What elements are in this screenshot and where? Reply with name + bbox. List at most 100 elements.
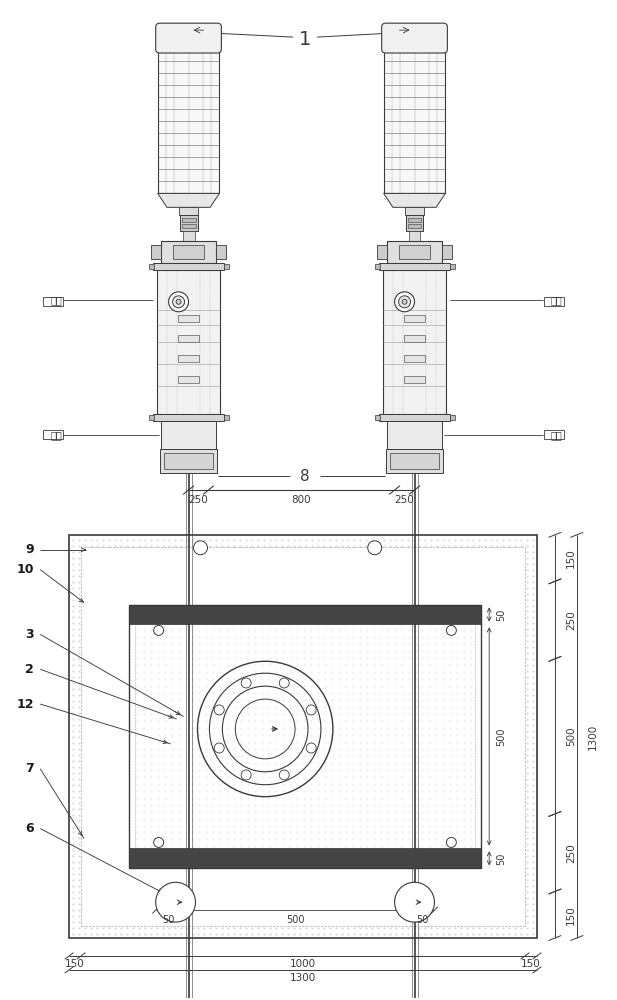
Bar <box>81 547 525 926</box>
Bar <box>129 848 481 868</box>
Bar <box>158 49 220 193</box>
Circle shape <box>446 625 457 635</box>
Text: 出口: 出口 <box>50 295 62 305</box>
Bar <box>405 215 423 231</box>
Circle shape <box>155 882 196 922</box>
Circle shape <box>241 678 251 688</box>
Circle shape <box>395 292 415 312</box>
Bar <box>178 355 199 362</box>
Circle shape <box>214 705 224 715</box>
Bar <box>383 270 446 414</box>
Bar <box>442 245 452 259</box>
Bar <box>375 415 379 420</box>
Bar <box>164 453 213 469</box>
Bar <box>375 264 379 269</box>
Bar <box>408 218 421 222</box>
Bar <box>43 430 63 439</box>
Bar <box>157 270 220 414</box>
Text: 150: 150 <box>521 959 541 969</box>
Circle shape <box>154 625 164 635</box>
Circle shape <box>399 296 410 308</box>
Text: 3: 3 <box>26 628 34 641</box>
Bar <box>183 231 194 241</box>
Text: 250: 250 <box>189 495 209 505</box>
Text: 进口: 进口 <box>50 430 62 440</box>
Bar <box>387 421 442 449</box>
Circle shape <box>395 882 434 922</box>
Text: 800: 800 <box>292 495 312 505</box>
Bar <box>180 215 197 231</box>
Bar <box>404 376 426 383</box>
Circle shape <box>280 770 289 780</box>
Bar <box>404 315 426 322</box>
Text: 进口: 进口 <box>551 430 563 440</box>
Bar <box>387 241 442 263</box>
Bar <box>399 245 431 259</box>
Text: 6: 6 <box>26 822 34 835</box>
Text: 1000: 1000 <box>290 959 316 969</box>
FancyBboxPatch shape <box>155 23 222 53</box>
Circle shape <box>306 743 316 753</box>
Bar <box>151 245 160 259</box>
Bar <box>377 245 387 259</box>
Bar <box>379 414 450 421</box>
Text: 1300: 1300 <box>290 973 316 983</box>
Bar <box>152 414 225 421</box>
Bar <box>450 264 455 269</box>
Bar <box>225 264 230 269</box>
Bar <box>160 421 217 449</box>
Bar <box>173 245 204 259</box>
Bar <box>129 605 481 868</box>
Text: 50: 50 <box>162 915 175 925</box>
Circle shape <box>173 296 184 308</box>
Bar <box>178 207 199 215</box>
Bar <box>160 241 217 263</box>
Text: 1: 1 <box>299 30 311 49</box>
Bar <box>178 315 199 322</box>
Bar <box>178 335 199 342</box>
Text: 150: 150 <box>65 959 85 969</box>
Bar <box>450 415 455 420</box>
Circle shape <box>194 541 207 555</box>
Text: 9: 9 <box>26 543 34 556</box>
Text: 500: 500 <box>496 727 506 746</box>
Bar <box>404 355 426 362</box>
Text: 50: 50 <box>496 852 506 865</box>
Text: 500: 500 <box>286 915 304 925</box>
Circle shape <box>214 743 224 753</box>
Bar <box>225 415 230 420</box>
Bar <box>217 245 226 259</box>
Bar <box>43 297 63 306</box>
Text: 出口: 出口 <box>551 295 563 305</box>
Text: 250: 250 <box>395 495 415 505</box>
Bar <box>544 297 564 306</box>
Circle shape <box>168 292 189 312</box>
Bar <box>181 218 196 222</box>
Circle shape <box>154 837 164 847</box>
Bar <box>405 207 424 215</box>
Circle shape <box>280 678 289 688</box>
Text: 250: 250 <box>566 610 576 630</box>
Bar <box>135 611 475 862</box>
Text: 7: 7 <box>25 762 34 775</box>
Bar <box>386 449 444 473</box>
Circle shape <box>306 705 316 715</box>
Polygon shape <box>158 193 220 207</box>
Text: 150: 150 <box>566 548 576 568</box>
Circle shape <box>402 299 407 304</box>
Bar <box>408 224 421 228</box>
Text: 50: 50 <box>496 608 506 621</box>
Bar <box>544 430 564 439</box>
Bar <box>149 264 154 269</box>
Text: 10: 10 <box>17 563 34 576</box>
Circle shape <box>446 837 457 847</box>
Text: 250: 250 <box>566 843 576 863</box>
Bar <box>404 335 426 342</box>
Text: 1300: 1300 <box>588 723 598 750</box>
Bar <box>384 49 445 193</box>
Text: 8: 8 <box>300 469 310 484</box>
Bar <box>152 263 225 270</box>
Bar <box>149 415 154 420</box>
Bar <box>178 376 199 383</box>
Bar <box>379 263 450 270</box>
